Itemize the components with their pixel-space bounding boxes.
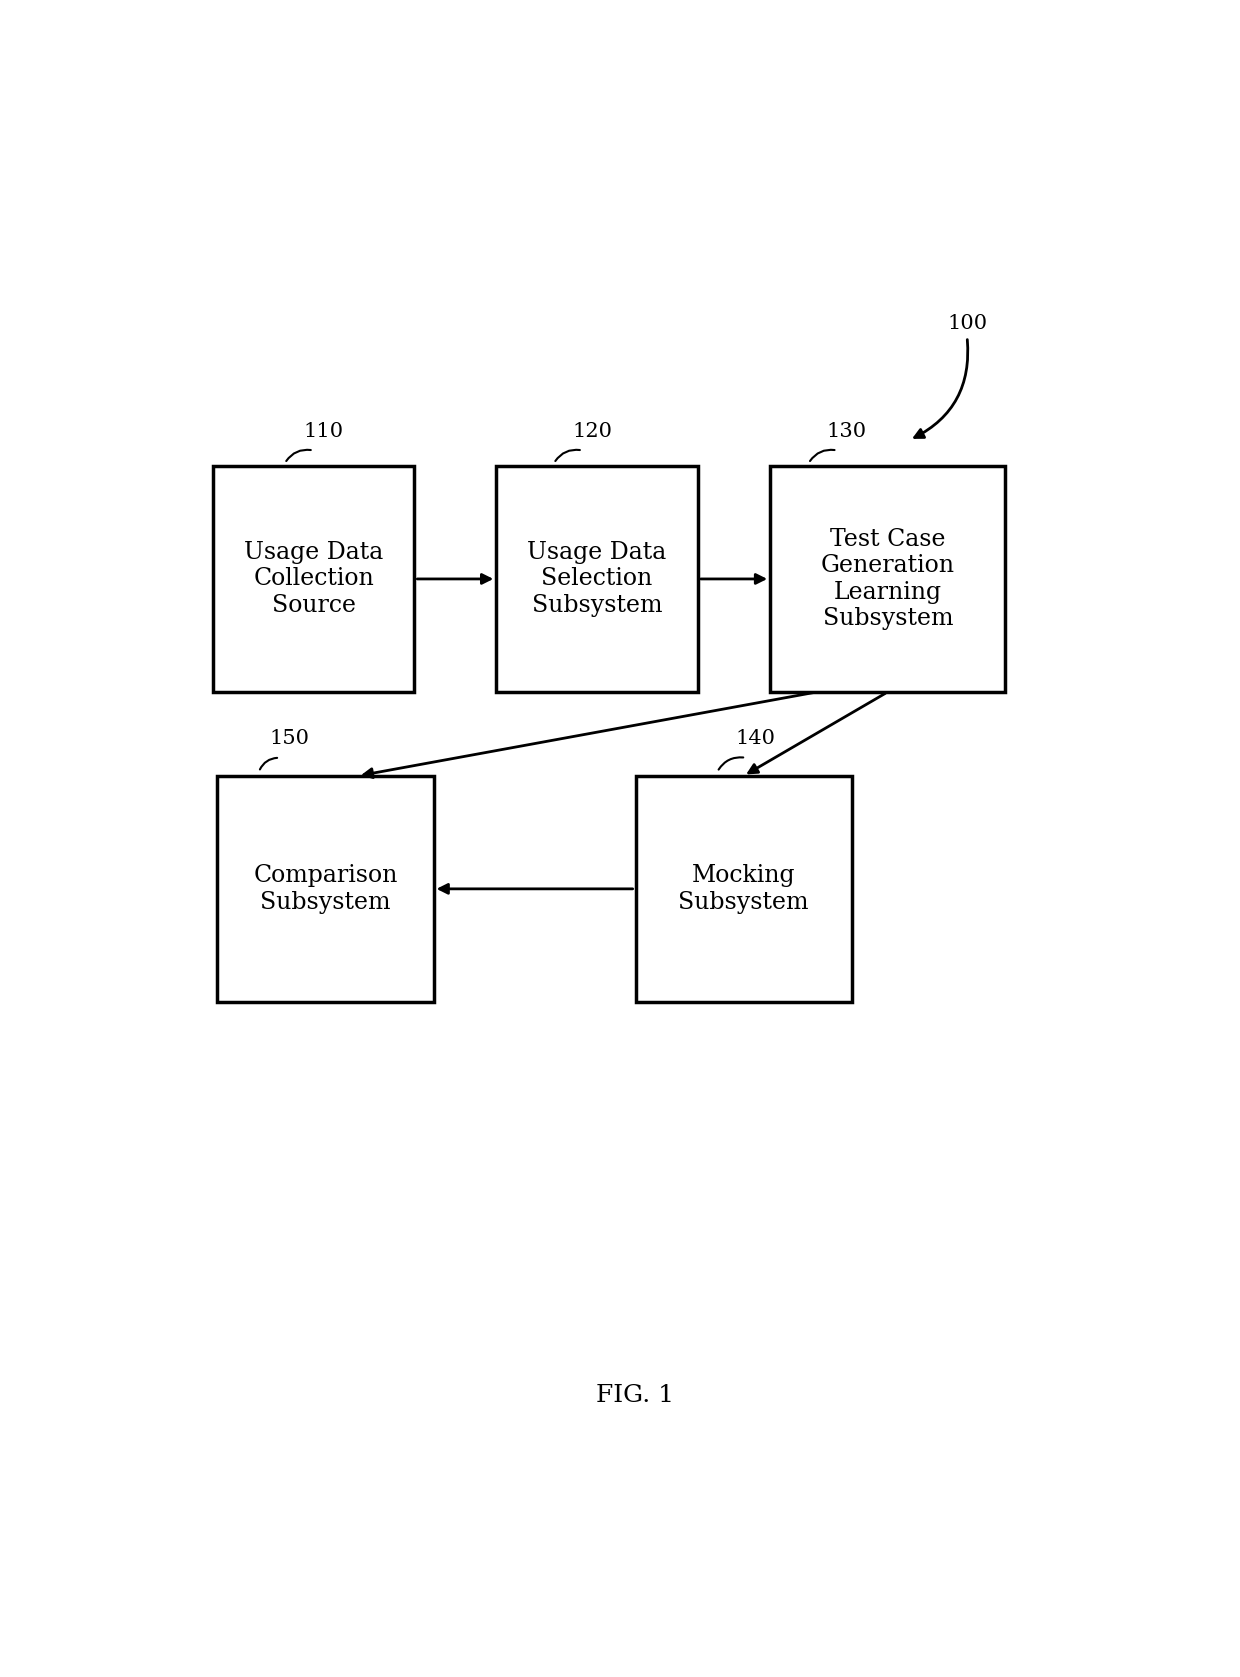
FancyBboxPatch shape <box>496 466 698 693</box>
Text: 140: 140 <box>735 729 776 748</box>
Text: Mocking
Subsystem: Mocking Subsystem <box>678 864 808 914</box>
Text: FIG. 1: FIG. 1 <box>596 1384 675 1407</box>
Text: 120: 120 <box>572 421 613 441</box>
Text: Usage Data
Selection
Subsystem: Usage Data Selection Subsystem <box>527 542 667 617</box>
Text: 110: 110 <box>303 421 343 441</box>
Text: 150: 150 <box>269 729 310 748</box>
Text: 130: 130 <box>827 421 867 441</box>
FancyBboxPatch shape <box>217 776 434 1001</box>
FancyBboxPatch shape <box>770 466 1006 693</box>
Text: Comparison
Subsystem: Comparison Subsystem <box>253 864 398 914</box>
FancyBboxPatch shape <box>635 776 852 1001</box>
Text: Test Case
Generation
Learning
Subsystem: Test Case Generation Learning Subsystem <box>821 528 955 631</box>
FancyBboxPatch shape <box>213 466 414 693</box>
Text: 100: 100 <box>947 314 987 334</box>
Text: Usage Data
Collection
Source: Usage Data Collection Source <box>244 542 383 617</box>
